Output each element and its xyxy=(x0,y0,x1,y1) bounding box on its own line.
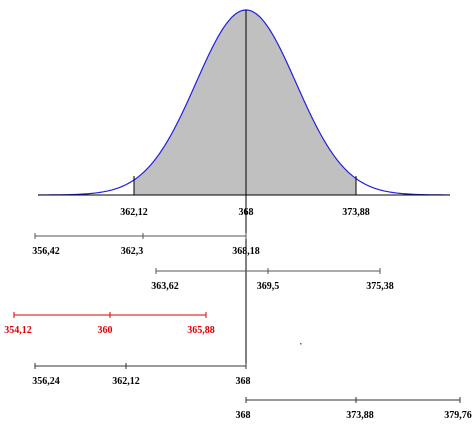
interval-label: 368,18 xyxy=(232,246,260,257)
shaded-area xyxy=(134,10,356,195)
interval-label: 365,88 xyxy=(187,325,215,336)
interval-label: 356,24 xyxy=(32,376,60,387)
interval-label: 369,5 xyxy=(257,281,280,292)
curve-label: 373,88 xyxy=(342,207,370,218)
interval-label: 362,3 xyxy=(121,246,144,257)
curve-label: 368 xyxy=(239,207,254,218)
interval-label: 375,38 xyxy=(366,281,394,292)
normal-curve xyxy=(37,9,451,196)
interval-label: 363,62 xyxy=(151,281,179,292)
interval-label: 362,12 xyxy=(112,376,140,387)
interval-label: 354,12 xyxy=(4,325,32,336)
interval-label: 360 xyxy=(98,325,113,336)
interval-label: 368 xyxy=(236,410,251,421)
curve-label: 362,12 xyxy=(120,207,148,218)
dot xyxy=(300,343,302,345)
interval-label: 356,42 xyxy=(32,246,60,257)
interval-label: 379,76 xyxy=(444,410,472,421)
interval-label: 373,88 xyxy=(346,410,374,421)
interval-label: 368 xyxy=(236,376,251,387)
